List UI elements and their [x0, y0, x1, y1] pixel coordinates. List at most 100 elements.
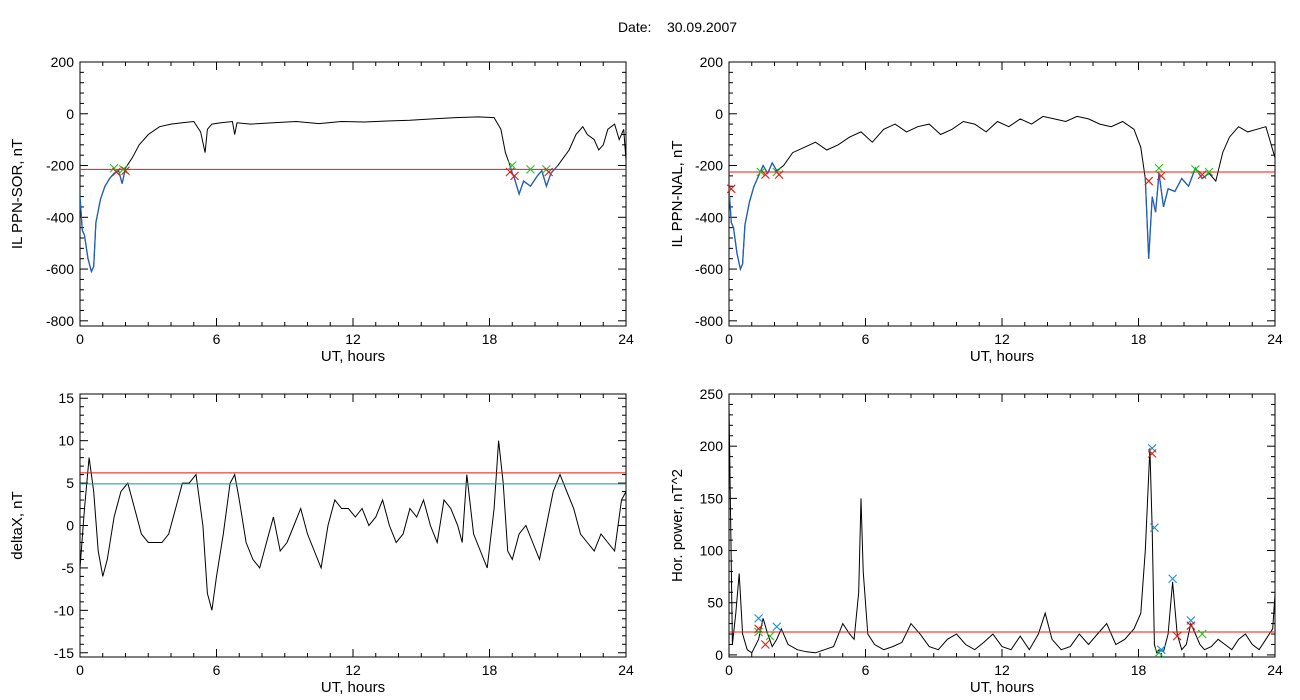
marker-red [1186, 621, 1196, 631]
y-tick-label: 10 [58, 433, 74, 449]
marker-red [544, 167, 554, 177]
marker-blue [1150, 523, 1159, 532]
y-tick-label: 0 [66, 106, 74, 122]
x-tick-label: 18 [1131, 331, 1147, 347]
marker-red [1197, 170, 1207, 179]
y-tick-label: 100 [700, 543, 724, 559]
x-tick-label: 6 [213, 331, 221, 347]
marker-blue [1156, 645, 1166, 655]
x-tick-label: 6 [862, 331, 870, 347]
marker-red [112, 167, 121, 177]
y-axis-label: IL PPN-NAL, nT [669, 141, 686, 248]
x-tick-label: 6 [213, 662, 221, 678]
y-tick-label: -200 [695, 158, 723, 174]
y-tick-label: 0 [715, 647, 723, 663]
y-tick-label: 200 [51, 54, 75, 70]
y-tick-label: 15 [58, 390, 74, 406]
chart-panel-bottom-left: 0 6 12 18 24 -15 -10 -5 0 5 10 15 UT, hours deltaX, n… [9, 390, 634, 696]
marker-red [774, 170, 784, 179]
x-tick-label: 24 [1267, 331, 1283, 347]
marker-green [754, 627, 763, 637]
x-tick-label: 0 [725, 331, 733, 347]
marker-red [510, 171, 519, 181]
x-tick-label: 18 [482, 662, 498, 678]
marker-red [761, 170, 770, 179]
chart-panel-top-left: 0 6 12 18 24 -800 -600 -400 -200 0 200 UT, hours IL … [9, 54, 634, 365]
plot-frame [79, 393, 627, 658]
marker-green [526, 165, 535, 174]
y-axis-label: IL PPN-SOR, nT [9, 139, 26, 249]
x-tick-label: 12 [994, 331, 1010, 347]
marker-green [756, 167, 766, 177]
x-tick-label: 12 [994, 662, 1010, 678]
y-tick-label: -5 [62, 560, 75, 576]
marker-green [1154, 163, 1164, 173]
marker-red [761, 640, 770, 649]
y-tick-label: 200 [700, 438, 724, 454]
y-tick-label: -800 [46, 313, 74, 329]
y-tick-label: -600 [46, 261, 74, 277]
data-series-line [729, 115, 1275, 271]
x-axis-label: UT, hours [321, 348, 385, 365]
y-tick-label: -600 [695, 261, 723, 277]
y-tick-label: 0 [715, 106, 723, 122]
x-axis-label: UT, hours [970, 679, 1034, 696]
highlight-segment [1144, 166, 1210, 259]
date-value: 30.09.2007 [666, 19, 738, 35]
marker-green [507, 161, 517, 170]
x-tick-label: 24 [618, 331, 634, 347]
y-tick-label: -400 [46, 209, 74, 225]
y-axis-label: deltaX, nT [9, 491, 26, 559]
marker-green [1197, 629, 1207, 639]
marker-blue [754, 613, 763, 623]
x-tick-label: 0 [725, 662, 733, 678]
y-tick-label: 0 [66, 518, 74, 534]
date-label: Date: [617, 19, 652, 35]
y-tick-label: -800 [695, 313, 723, 329]
y-tick-label: 5 [66, 475, 74, 491]
y-tick-label: -15 [54, 645, 74, 661]
marker-red [754, 624, 763, 634]
y-tick-label: 50 [707, 595, 723, 611]
plot-frame [79, 61, 627, 327]
marker-red [1144, 176, 1154, 186]
x-tick-label: 0 [76, 662, 84, 678]
marker-red [726, 184, 736, 194]
y-axis-label: Hor. power, nT^2 [669, 469, 686, 582]
x-tick-label: 12 [345, 331, 361, 347]
data-series-line [80, 116, 626, 274]
y-tick-label: 250 [700, 386, 724, 402]
marker-red [121, 166, 130, 176]
x-tick-label: 24 [618, 662, 634, 678]
marker-green [1204, 167, 1214, 177]
x-tick-label: 24 [1267, 662, 1283, 678]
x-tick-label: 6 [862, 662, 870, 678]
y-tick-label: -10 [54, 602, 74, 618]
marker-green [765, 631, 775, 641]
y-tick-label: -400 [695, 209, 723, 225]
marker-red [1172, 631, 1182, 641]
x-axis-label: UT, hours [321, 679, 385, 696]
x-tick-label: 12 [345, 662, 361, 678]
marker-red [1147, 449, 1157, 458]
highlight-segment [729, 161, 778, 272]
marker-green [1190, 165, 1200, 174]
marker-red [1156, 171, 1166, 181]
x-tick-label: 0 [76, 331, 84, 347]
chart-panel-bottom-right: 0 6 12 18 24 0 50 100 150 200 250 UT, hours Hor. pow… [669, 386, 1283, 696]
data-series-line [80, 440, 626, 611]
marker-green [118, 165, 128, 174]
figure-title: Date: 30.09.2007 [0, 19, 1300, 35]
marker-green [109, 163, 119, 173]
x-tick-label: 18 [482, 331, 498, 347]
highlight-segment [80, 167, 127, 274]
x-axis-label: UT, hours [970, 348, 1034, 365]
marker-blue [1168, 574, 1178, 584]
chart-panel-top-right: 0 6 12 18 24 -800 -600 -400 -200 0 200 UT, hours IL … [669, 54, 1283, 365]
y-tick-label: 150 [700, 490, 724, 506]
plot-frame [728, 61, 1276, 327]
y-tick-label: 200 [700, 54, 724, 70]
x-tick-label: 18 [1131, 662, 1147, 678]
y-tick-label: -200 [46, 158, 74, 174]
